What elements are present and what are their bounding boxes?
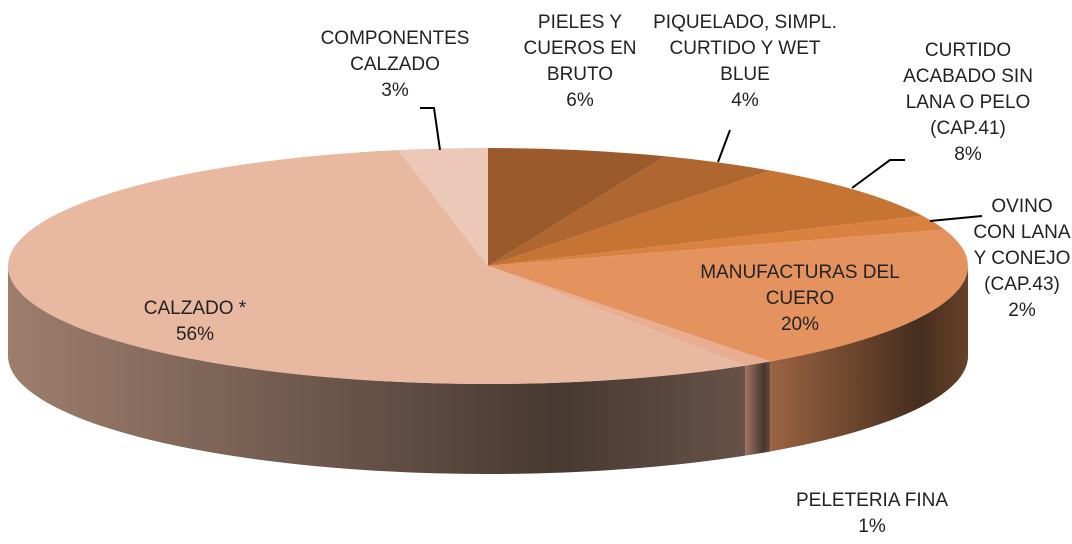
slice (488, 170, 923, 266)
slice (488, 156, 771, 266)
percent-label: 56% (175, 324, 215, 345)
percent-label: 1% (858, 516, 886, 537)
slice (488, 215, 945, 266)
slice-label: PIELES Y CUEROS EN BRUTO 6% (510, 10, 650, 114)
leader-line (929, 215, 983, 222)
percent-label: 2% (1008, 300, 1036, 321)
slice-label: PIQUELADO, SIMPL. CURTIDO Y WET BLUE 4% (645, 10, 845, 114)
category-name: PIQUELADO, SIMPL. CURTIDO Y WET BLUE (653, 12, 837, 85)
category-name: PELETERIA FINA (795, 490, 949, 511)
percent-label: 20% (780, 314, 820, 335)
slice (488, 266, 771, 366)
slice (8, 150, 746, 384)
percent-label: 3% (381, 80, 409, 101)
percent-label: 4% (731, 90, 759, 111)
pie-tops (8, 148, 969, 384)
slice-label: PELETERIA FINA 1% (762, 488, 982, 540)
category-name: OVINO CON LANA Y CONEJO (CAP.43) (973, 196, 1071, 295)
percent-label: 8% (954, 144, 982, 165)
leader-lines (420, 107, 983, 222)
leader-line (851, 159, 905, 189)
category-name: PIELES Y CUEROS EN BRUTO (523, 12, 637, 85)
slice-label: CALZADO * 56% (110, 296, 280, 348)
percent-label: 6% (566, 90, 594, 111)
slice (488, 229, 969, 362)
category-name: COMPONENTES CALZADO (320, 28, 470, 75)
category-name: CURTIDO ACABADO SIN LANA O PELO (CAP.41) (903, 40, 1033, 139)
slice-label: COMPONENTES CALZADO 3% (300, 26, 490, 104)
category-name: MANUFACTURAS DEL CUERO (700, 262, 900, 309)
slice-label: MANUFACTURAS DEL CUERO 20% (695, 260, 905, 338)
category-name: CALZADO * (143, 298, 247, 319)
slice (398, 148, 488, 266)
slice-label: OVINO CON LANA Y CONEJO (CAP.43) 2% (972, 194, 1072, 324)
leader-line (420, 107, 441, 151)
slice (488, 148, 665, 266)
slice-label: CURTIDO ACABADO SIN LANA O PELO (CAP.41)… (898, 38, 1038, 168)
slice-side (745, 361, 771, 456)
leader-line (717, 129, 731, 163)
